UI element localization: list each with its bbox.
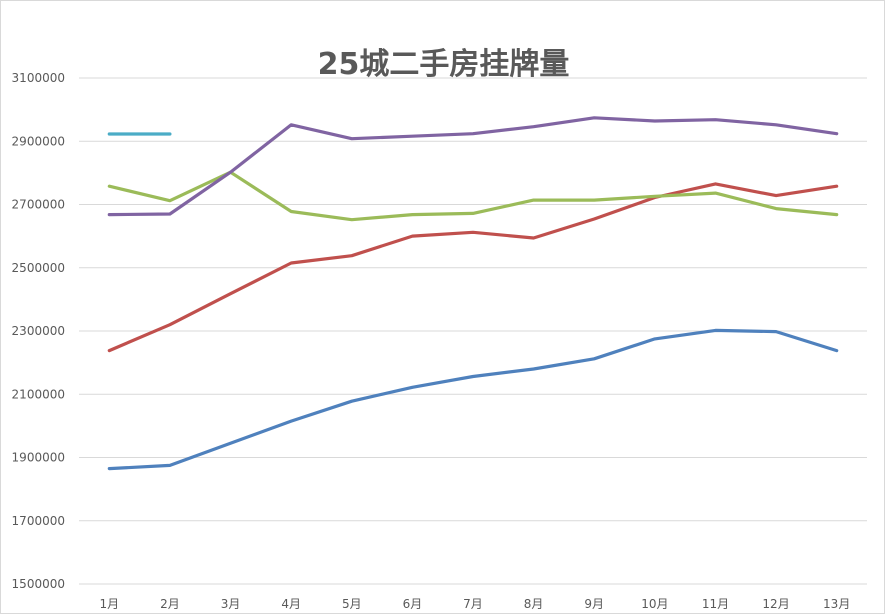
x-tick-label: 6月 bbox=[403, 597, 423, 611]
series-line-4 bbox=[107, 116, 839, 217]
y-tick-label: 1700000 bbox=[12, 514, 65, 528]
chart-title: 25城二手房挂牌量 bbox=[317, 47, 570, 82]
x-tick-label: 11月 bbox=[702, 597, 729, 611]
y-tick-label: 2900000 bbox=[12, 134, 65, 148]
series-line-1 bbox=[107, 328, 839, 471]
y-tick-label: 2100000 bbox=[12, 387, 65, 401]
y-tick-label: 2500000 bbox=[12, 261, 65, 275]
y-tick-label: 2300000 bbox=[12, 324, 65, 338]
x-tick-label: 3月 bbox=[221, 597, 241, 611]
x-tick-label: 10月 bbox=[641, 597, 668, 611]
y-tick-label: 1500000 bbox=[12, 577, 65, 591]
y-tick-label: 3100000 bbox=[12, 71, 65, 85]
x-tick-label: 8月 bbox=[524, 597, 544, 611]
x-tick-label: 2月 bbox=[160, 597, 180, 611]
x-tick-label: 7月 bbox=[463, 597, 483, 611]
x-tick-label: 4月 bbox=[281, 597, 301, 611]
y-tick-label: 2700000 bbox=[12, 198, 65, 212]
x-tick-label: 9月 bbox=[584, 597, 604, 611]
x-tick-label: 12月 bbox=[762, 597, 789, 611]
y-tick-label: 1900000 bbox=[12, 451, 65, 465]
x-tick-label: 1月 bbox=[99, 597, 119, 611]
series-line-2 bbox=[107, 182, 839, 353]
x-tick-label: 5月 bbox=[342, 597, 362, 611]
x-tick-label: 13月 bbox=[823, 597, 850, 611]
